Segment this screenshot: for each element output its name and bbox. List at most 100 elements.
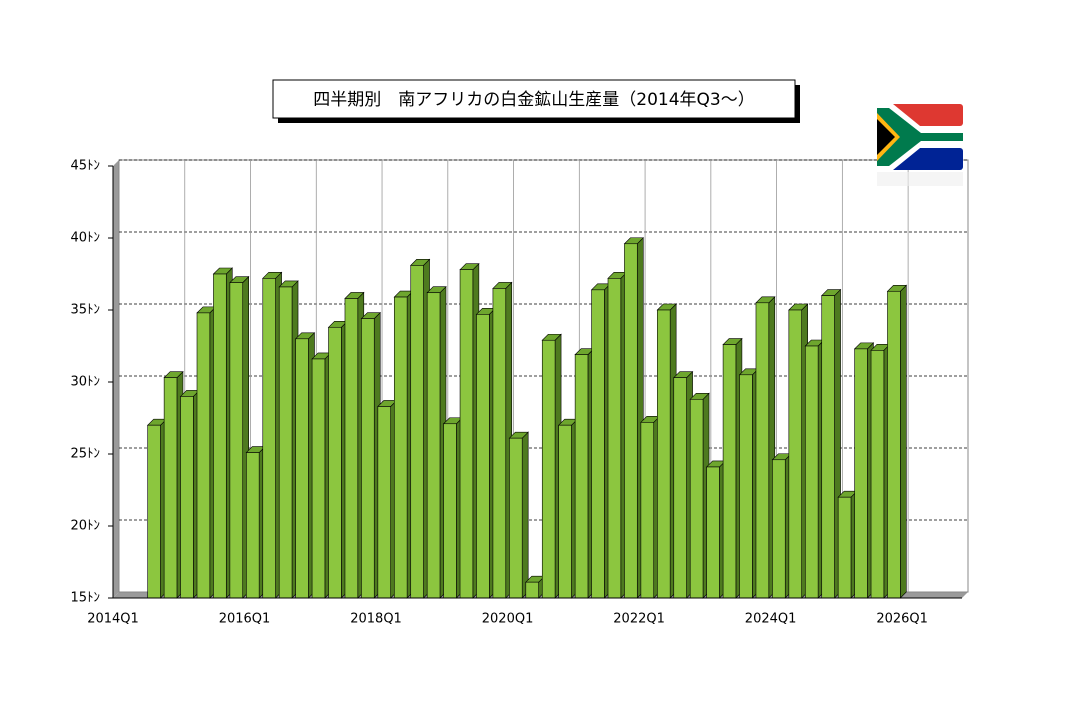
bar — [705, 460, 727, 599]
bar-front — [295, 338, 309, 599]
bar-front — [772, 459, 786, 599]
bar-front — [854, 348, 868, 599]
y-tick-label: 15ﾄﾝ — [70, 591, 100, 606]
y-tick-label: 40ﾄﾝ — [70, 231, 100, 246]
bar — [590, 283, 612, 599]
y-tick-label: 25ﾄﾝ — [70, 447, 100, 462]
bar — [623, 237, 644, 599]
y-tick-label: 30ﾄﾝ — [70, 375, 100, 390]
y-tick-label: 35ﾄﾝ — [70, 303, 100, 318]
y-tick-label: 45ﾄﾝ — [70, 159, 100, 174]
x-tick-label: 2018Q1 — [350, 612, 402, 627]
bar-front — [344, 298, 359, 599]
bar-front — [722, 344, 737, 599]
title-box — [272, 79, 796, 119]
bar-front — [278, 286, 293, 599]
x-tick-label: 2016Q1 — [219, 612, 271, 627]
bar-front — [706, 466, 720, 599]
bar — [837, 490, 858, 599]
bar — [656, 303, 677, 599]
bars — [146, 237, 908, 599]
bar — [146, 418, 168, 599]
x-tick-label: 2014Q1 — [87, 612, 139, 627]
bar-front — [804, 345, 819, 599]
bar-front — [788, 309, 802, 599]
bar — [459, 262, 480, 599]
bar-front — [509, 437, 523, 599]
bar — [229, 275, 250, 599]
bar — [410, 258, 431, 599]
bar-front — [558, 424, 572, 599]
bar-front — [657, 309, 671, 599]
bar — [311, 352, 332, 599]
x-tick-label: 2020Q1 — [482, 612, 534, 627]
flag — [877, 104, 963, 186]
bar — [673, 370, 694, 599]
bar-front — [821, 295, 835, 599]
bar — [393, 290, 414, 599]
bar-front — [410, 265, 424, 599]
bar-front — [377, 406, 391, 599]
bar — [327, 320, 349, 599]
bar — [163, 370, 184, 599]
bar-front — [525, 581, 539, 599]
bar — [853, 342, 875, 599]
x-tick-label: 2024Q1 — [745, 612, 797, 627]
bar — [640, 415, 661, 599]
bar — [475, 307, 497, 599]
bar-front — [262, 278, 276, 599]
bar — [344, 291, 365, 599]
bar-front — [607, 278, 622, 599]
bar-front — [328, 326, 342, 599]
bar — [788, 303, 809, 599]
side-wall — [113, 160, 119, 598]
x-tick-label: 2022Q1 — [613, 612, 665, 627]
bar — [360, 311, 381, 599]
bar-front — [196, 312, 211, 599]
bar — [212, 267, 233, 599]
bar-front — [591, 289, 605, 599]
bar — [442, 417, 464, 599]
bar — [607, 271, 628, 599]
bar — [294, 332, 316, 599]
x-tick-label: 2026Q1 — [876, 612, 928, 627]
bar-front — [870, 350, 885, 599]
bar-front — [426, 292, 441, 599]
bar — [574, 347, 595, 599]
bar — [722, 337, 743, 599]
bar-front — [689, 398, 704, 599]
bar — [278, 280, 299, 599]
bar-front — [837, 496, 852, 599]
bar-front — [476, 314, 490, 599]
bar — [245, 445, 266, 599]
bar-front — [393, 296, 408, 599]
bar — [525, 575, 546, 599]
bar-front — [213, 273, 227, 599]
bar — [426, 285, 447, 599]
bar — [804, 339, 825, 599]
bar — [179, 389, 201, 599]
bar-front — [163, 377, 178, 599]
bar — [557, 418, 579, 599]
bar — [771, 453, 792, 599]
bar-front — [640, 422, 655, 599]
y-tick-label: 20ﾄﾝ — [70, 519, 100, 534]
bar-side — [900, 284, 907, 599]
bar-front — [443, 423, 457, 599]
bar-front — [887, 290, 901, 599]
bar — [541, 333, 562, 599]
bar-front — [246, 452, 260, 599]
bar — [196, 306, 217, 599]
bar — [262, 271, 283, 599]
bar — [377, 399, 398, 599]
bar — [886, 284, 908, 599]
bar-front — [624, 243, 638, 599]
bar-front — [755, 302, 770, 599]
bar — [492, 281, 513, 599]
bar-front — [180, 396, 194, 599]
bar-front — [311, 358, 326, 599]
bar — [870, 343, 891, 599]
bar — [755, 296, 776, 599]
chart-title: 四半期別 南アフリカの白金鉱山生産量（2014年Q3～） — [313, 90, 754, 110]
